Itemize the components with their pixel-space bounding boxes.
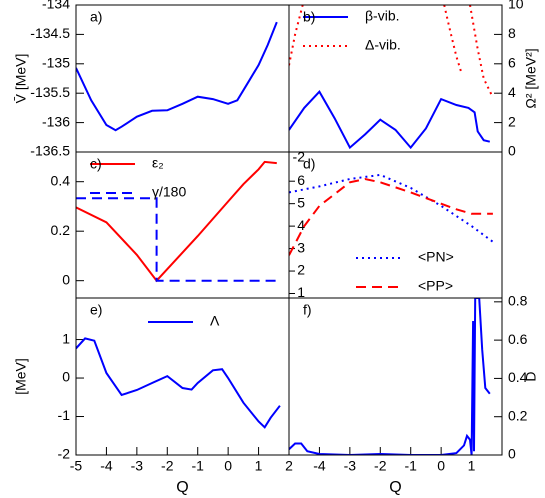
y-tick-label: 3 (297, 239, 305, 255)
y-tick-label: -135.5 (30, 84, 70, 100)
y-tick-label: 0.4 (51, 172, 71, 188)
x-tick-label: -3 (344, 458, 357, 474)
series-line (76, 21, 278, 132)
x-tick-label: 0 (437, 458, 445, 474)
panel-label: a) (90, 9, 102, 25)
y-tick-label: 10 (508, 0, 524, 12)
y-tick-label: 4 (508, 84, 516, 100)
y-axis-label: Ω² [MeV²] (523, 48, 539, 108)
x-tick-label: -4 (100, 458, 113, 474)
series-line (289, 298, 491, 455)
y-tick-label: 8 (508, 25, 516, 41)
series-line (289, 177, 493, 256)
legend-label: Λ (210, 313, 220, 329)
x-tick-label: -3 (131, 458, 144, 474)
y-tick-label: 1 (297, 284, 305, 300)
y-axis-label: V̄ [MeV] (13, 54, 29, 104)
y-tick-label: 5 (297, 194, 305, 210)
y-tick-label: 2 (508, 113, 516, 129)
y-tick-label: 6 (297, 172, 305, 188)
x-tick-label: 1 (255, 458, 263, 474)
panel-label: b) (303, 9, 315, 25)
legend-label: <PP> (418, 278, 453, 294)
y-axis-label: D (523, 371, 539, 381)
series-line (289, 5, 494, 99)
panel-label: e) (90, 302, 102, 318)
y-tick-label: 6 (508, 55, 516, 71)
x-axis-label: Q (176, 479, 188, 496)
series-line (76, 197, 280, 282)
y-tick-label: -134.5 (30, 25, 70, 41)
y-tick-label: -2 (58, 446, 71, 462)
y-tick-label: -134 (42, 0, 70, 12)
y-tick-label: 2 (297, 262, 305, 278)
y-tick-label: 0.4 (508, 369, 528, 385)
x-tick-label: 0 (224, 458, 232, 474)
y-tick-label: 0.6 (508, 331, 528, 347)
y-tick-label: 0.8 (508, 293, 528, 309)
y-tick-label: 0.2 (51, 222, 71, 238)
x-tick-label: -1 (191, 458, 204, 474)
y-tick-label: -136 (42, 113, 70, 129)
x-tick-label: 1 (468, 458, 476, 474)
x-tick-label: -2 (374, 458, 387, 474)
y-tick-label: -1 (58, 407, 71, 423)
x-axis-label: Q (389, 479, 401, 496)
series-line (289, 173, 494, 243)
legend-label: γ/180 (152, 184, 186, 200)
y-tick-label: 1 (62, 330, 70, 346)
x-tick-label: 2 (285, 458, 293, 474)
series-line (76, 160, 277, 283)
panel-frame (288, 151, 503, 299)
panel-frame (75, 4, 290, 153)
y-tick-label: -136.5 (30, 143, 70, 159)
panel-label: d) (303, 156, 315, 172)
panel-frame (288, 297, 503, 456)
y-axis-label: [MeV] (13, 358, 29, 395)
x-tick-label: -5 (70, 458, 83, 474)
legend-label: Δ-vib. (365, 37, 401, 53)
x-tick-label: -2 (161, 458, 174, 474)
panel-label: c) (90, 156, 102, 172)
legend-label: <PN> (418, 249, 454, 265)
y-tick-label: 0.2 (508, 407, 528, 423)
legend-label: ε₂ (152, 155, 164, 171)
series-line (76, 337, 281, 429)
legend-label: β-vib. (365, 8, 400, 24)
y-tick-label: 0 (62, 369, 70, 385)
series-line (289, 90, 491, 150)
panel-label: f) (303, 302, 312, 318)
x-tick-label: -4 (313, 458, 326, 474)
y-tick-label: 0 (62, 271, 70, 287)
x-tick-label: -1 (404, 458, 417, 474)
y-tick-label: 0 (508, 143, 516, 159)
y-tick-label: 4 (297, 217, 305, 233)
y-tick-label: 0 (508, 446, 516, 462)
y-tick-label: -135 (42, 55, 70, 71)
corner-text: -2 (293, 149, 306, 165)
